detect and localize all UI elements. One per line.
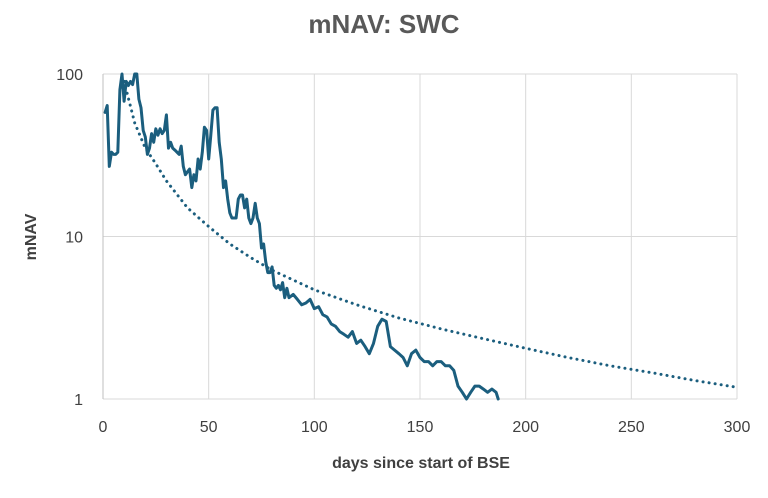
- chart-title: mNAV: SWC: [308, 9, 459, 39]
- trendline: [124, 81, 737, 387]
- y-ticks: 1 10 100: [56, 67, 83, 409]
- y-tick-label: 1: [74, 392, 83, 409]
- x-tick-label: 100: [301, 419, 328, 436]
- chart: mNAV: SWC 0 50 100 150 200 250 300 1 10 100 days…: [0, 0, 768, 498]
- x-tick-label: 200: [512, 419, 539, 436]
- x-tick-label: 50: [200, 419, 218, 436]
- x-tick-label: 250: [618, 419, 645, 436]
- x-ticks: 0 50 100 150 200 250 300: [99, 419, 751, 436]
- x-tick-label: 150: [407, 419, 434, 436]
- grid: [103, 74, 737, 399]
- y-axis-label: mNAV: [23, 213, 40, 260]
- y-tick-label: 10: [65, 230, 83, 247]
- x-axis-label: days since start of BSE: [332, 455, 510, 472]
- x-tick-label: 0: [99, 419, 108, 436]
- x-tick-label: 300: [724, 419, 751, 436]
- y-tick-label: 100: [56, 67, 83, 84]
